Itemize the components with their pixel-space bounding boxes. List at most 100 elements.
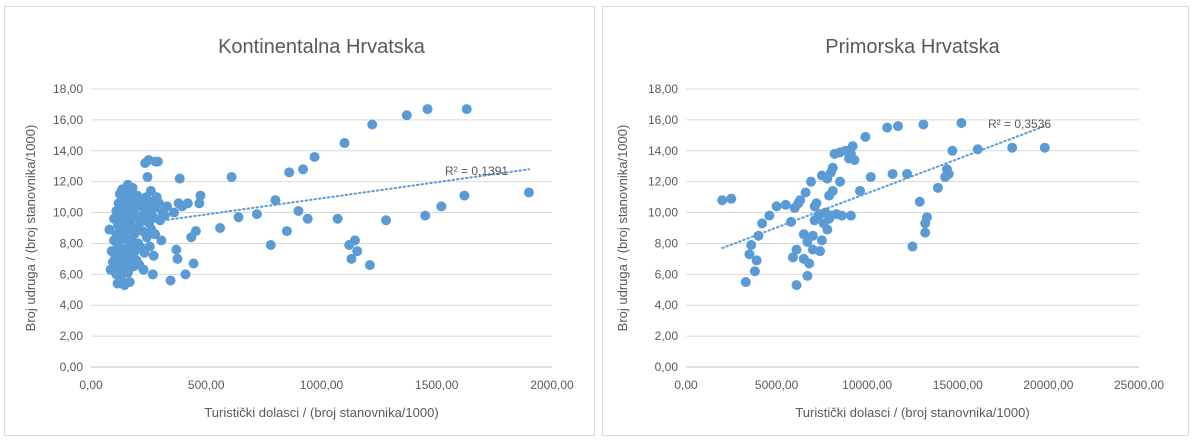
scatter-point bbox=[381, 215, 392, 226]
scatter-point bbox=[847, 141, 858, 152]
chart-title: Kontinentalna Hrvatska bbox=[218, 36, 426, 58]
scatter-point bbox=[144, 241, 155, 252]
x-tick-label: 2000,00 bbox=[530, 378, 574, 392]
scatter-point bbox=[461, 104, 472, 115]
scatter-point bbox=[162, 201, 173, 212]
scatter-point bbox=[129, 209, 140, 220]
scatter-point bbox=[786, 216, 797, 227]
chart-panel-kontinentalna: Kontinentalna Hrvatska 0,00 2,00 4,00 6,00 8,… bbox=[4, 6, 595, 436]
scatter-point bbox=[174, 173, 185, 184]
scatter-point bbox=[780, 199, 791, 210]
scatter-point bbox=[746, 239, 757, 250]
trendline bbox=[108, 168, 530, 229]
y-tick-label: 2,00 bbox=[655, 329, 679, 343]
y-tick-label: 14,00 bbox=[53, 144, 83, 158]
scatter-point bbox=[972, 144, 983, 155]
x-axis-label: Turistički dolasci / (broj stanovnika/10… bbox=[795, 405, 1029, 420]
y-axis-label: Broj udruga / (broj stanovnika/1000) bbox=[615, 125, 630, 332]
scatter-point bbox=[182, 198, 193, 209]
scatter-point bbox=[827, 162, 838, 173]
scatter-point bbox=[956, 117, 967, 128]
y-tick-label: 16,00 bbox=[648, 113, 678, 127]
scatter-point bbox=[150, 229, 161, 240]
x-tick-label: 0,00 bbox=[79, 378, 103, 392]
y-tick-label: 16,00 bbox=[53, 113, 83, 127]
scatter-point bbox=[152, 156, 163, 167]
scatter-point bbox=[349, 235, 360, 246]
scatter-point bbox=[865, 172, 876, 183]
scatter-point bbox=[298, 164, 309, 175]
scatter-point bbox=[757, 218, 768, 229]
y-tick-label: 12,00 bbox=[53, 175, 83, 189]
y-tick-label: 8,00 bbox=[655, 236, 679, 250]
scatter-point bbox=[802, 270, 813, 281]
scatter-point bbox=[749, 266, 760, 277]
scatter-point bbox=[726, 193, 737, 204]
scatter-point bbox=[215, 223, 226, 233]
x-tick-label: 500,00 bbox=[188, 378, 225, 392]
scatter-point bbox=[138, 264, 149, 275]
y-tick-label: 6,00 bbox=[60, 267, 84, 281]
scatter-point bbox=[148, 250, 159, 261]
scatter-point bbox=[127, 182, 138, 193]
y-axis-label: Broj udruga / (broj stanovnika/1000) bbox=[23, 125, 38, 332]
scatter-point bbox=[907, 241, 918, 252]
scatter-point bbox=[367, 119, 378, 130]
y-tick-label: 4,00 bbox=[655, 298, 679, 312]
scatter-points bbox=[717, 117, 1050, 291]
scatter-point bbox=[764, 210, 775, 221]
scatter-point bbox=[902, 168, 913, 179]
scatter-point bbox=[436, 201, 447, 212]
scatter-point bbox=[141, 232, 152, 243]
scatter-point bbox=[740, 277, 751, 288]
scatter-point bbox=[791, 244, 802, 255]
y-tick-label: 10,00 bbox=[53, 206, 83, 220]
scatter-chart-svg: Kontinentalna Hrvatska 0,00 2,00 4,00 6,00 8,… bbox=[23, 36, 574, 420]
chart-title: Primorska Hrvatska bbox=[825, 36, 1000, 58]
scatter-point bbox=[364, 260, 375, 271]
scatter-point bbox=[918, 119, 929, 130]
scatter-point bbox=[798, 229, 809, 240]
y-tick-label: 6,00 bbox=[655, 267, 679, 281]
y-tick-label: 2,00 bbox=[60, 329, 84, 343]
scatter-point bbox=[188, 258, 199, 269]
scatter-point bbox=[284, 167, 295, 178]
scatter-point bbox=[717, 195, 728, 206]
scatter-point bbox=[806, 176, 817, 187]
y-tick-label: 8,00 bbox=[60, 236, 84, 250]
scatter-point bbox=[943, 168, 954, 179]
scatter-point bbox=[281, 226, 292, 237]
x-tick-label: 0,00 bbox=[674, 378, 698, 392]
scatter-point bbox=[153, 198, 164, 209]
scatter-point bbox=[753, 230, 764, 241]
scatter-point bbox=[827, 185, 838, 196]
x-tick-label: 1000,00 bbox=[300, 378, 344, 392]
scatter-point bbox=[523, 187, 534, 198]
x-axis-label: Turistički dolasci / (broj stanovnika/10… bbox=[204, 405, 438, 420]
scatter-point bbox=[771, 201, 782, 212]
scatter-point bbox=[860, 131, 871, 142]
scatter-point bbox=[195, 190, 206, 201]
y-tick-label: 18,00 bbox=[53, 82, 83, 96]
scatter-point bbox=[233, 212, 244, 223]
x-tick-label: 1500,00 bbox=[415, 378, 459, 392]
scatter-point bbox=[309, 151, 320, 162]
scatter-point bbox=[339, 138, 350, 149]
scatter-point bbox=[190, 226, 201, 237]
scatter-point bbox=[302, 213, 313, 224]
scatter-point bbox=[168, 207, 179, 218]
scatter-point bbox=[804, 258, 815, 269]
x-tick-label: 15000,00 bbox=[933, 378, 983, 392]
scatter-point bbox=[293, 206, 304, 217]
scatter-point bbox=[947, 145, 958, 156]
scatter-point bbox=[921, 212, 932, 223]
y-tick-label: 0,00 bbox=[655, 360, 679, 374]
scatter-point bbox=[172, 253, 183, 264]
x-tick-label: 5000,00 bbox=[755, 378, 799, 392]
scatter-point bbox=[882, 122, 893, 133]
scatter-points bbox=[104, 104, 534, 291]
scatter-point bbox=[156, 235, 167, 246]
scatter-point bbox=[795, 195, 806, 206]
scatter-point bbox=[835, 176, 846, 187]
scatter-point bbox=[180, 269, 191, 280]
